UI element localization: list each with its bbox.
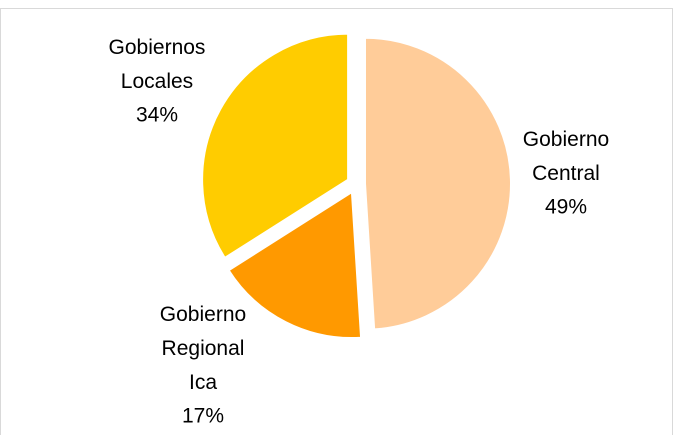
- pie-slice: [363, 36, 512, 331]
- pie-slice: [201, 32, 350, 260]
- slice-label: Gobierno Regional Ica: [160, 303, 246, 394]
- slice-value-label: 17%: [182, 405, 224, 428]
- slice-label: Gobierno Central: [523, 128, 609, 185]
- slice-value-label: 49%: [545, 196, 587, 219]
- pie-slice: [227, 190, 363, 340]
- slice-label: Gobiernos Locales: [109, 36, 206, 93]
- slice-value-label: 34%: [136, 104, 178, 127]
